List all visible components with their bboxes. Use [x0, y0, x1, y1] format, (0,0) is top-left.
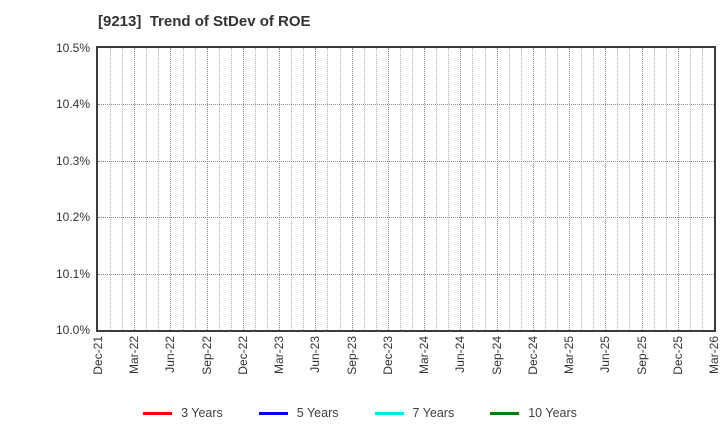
gridline-vertical — [508, 48, 510, 330]
gridline-vertical — [110, 48, 112, 330]
y-tick-label: 10.2% — [55, 210, 90, 225]
gridline-vertical — [581, 48, 583, 330]
x-tick-label: Mar-25 — [562, 336, 577, 375]
gridline-vertical — [641, 48, 643, 330]
legend-line-icon — [490, 411, 520, 415]
gridline-vertical — [544, 48, 546, 330]
x-tick-label: Dec-22 — [235, 336, 250, 375]
gridline-vertical — [194, 48, 196, 330]
gridline-vertical — [279, 48, 281, 330]
x-tick-label: Jun-25 — [598, 336, 613, 373]
gridline-vertical — [448, 48, 450, 330]
gridline-vertical — [363, 48, 365, 330]
y-tick-label: 10.3% — [55, 153, 90, 168]
gridline-vertical — [242, 48, 244, 330]
gridline-vertical — [351, 48, 353, 330]
gridline-vertical — [387, 48, 389, 330]
gridline-vertical — [146, 48, 148, 330]
gridline-vertical — [605, 48, 607, 330]
gridline-vertical — [255, 48, 257, 330]
gridline-vertical — [122, 48, 124, 330]
x-tick-label: Sep-22 — [199, 336, 214, 375]
legend-line-icon — [258, 411, 288, 415]
y-tick-label: 10.0% — [55, 323, 90, 337]
x-tick-label: Mar-24 — [417, 336, 432, 375]
gridline-vertical — [689, 48, 691, 330]
gridline-vertical — [593, 48, 595, 330]
legend: 3 Years 5 Years 7 Years 10 Years — [0, 399, 720, 427]
gridline-vertical — [218, 48, 220, 330]
gridline-vertical — [291, 48, 293, 330]
gridline-vertical — [315, 48, 317, 330]
legend-label: 3 Years — [181, 406, 223, 420]
x-tick-label: Dec-24 — [525, 336, 540, 375]
gridline-vertical — [653, 48, 655, 330]
gridline-horizontal — [98, 104, 714, 106]
gridline-vertical — [303, 48, 305, 330]
gridline-vertical — [182, 48, 184, 330]
gridline-vertical — [339, 48, 341, 330]
gridline-vertical — [520, 48, 522, 330]
gridline-vertical — [484, 48, 486, 330]
gridline-vertical — [496, 48, 498, 330]
gridline-vertical — [617, 48, 619, 330]
gridline-vertical — [158, 48, 160, 330]
x-tick-label: Jun-22 — [163, 336, 178, 373]
x-tick-label: Mar-23 — [272, 336, 287, 375]
x-tick-label: Sep-25 — [634, 336, 649, 375]
gridline-vertical — [629, 48, 631, 330]
x-tick-label: Jun-23 — [308, 336, 323, 373]
x-tick-label: Dec-21 — [91, 336, 105, 375]
legend-label: 7 Years — [412, 406, 455, 420]
gridline-vertical — [701, 48, 703, 330]
chart-title: [9213] Trend of StDev of ROE — [98, 13, 311, 30]
x-tick-label: Mar-22 — [127, 336, 142, 375]
legend-item-7-years: 7 Years — [374, 406, 455, 420]
plot-area — [96, 46, 716, 332]
gridline-horizontal — [98, 160, 714, 162]
y-tick-label: 10.5% — [55, 41, 90, 55]
gridline-vertical — [230, 48, 232, 330]
gridline-vertical — [460, 48, 462, 330]
gridline-vertical — [134, 48, 136, 330]
x-tick-label: Mar-26 — [707, 336, 720, 375]
x-tick-label: Dec-25 — [670, 336, 685, 375]
gridline-horizontal — [98, 273, 714, 275]
gridline-vertical — [170, 48, 172, 330]
gridline-vertical — [677, 48, 679, 330]
x-tick-label: Sep-23 — [344, 336, 359, 375]
gridline-vertical — [472, 48, 474, 330]
x-tick-label: Sep-24 — [489, 336, 504, 375]
legend-item-10-years: 10 Years — [490, 406, 577, 420]
gridline-vertical — [327, 48, 329, 330]
x-tick-label: Dec-23 — [380, 336, 395, 375]
x-tick-label: Jun-24 — [453, 336, 468, 373]
gridline-vertical — [569, 48, 571, 330]
legend-label: 10 Years — [528, 406, 577, 420]
gridline-vertical — [436, 48, 438, 330]
legend-line-icon — [143, 411, 173, 415]
gridline-vertical — [206, 48, 208, 330]
y-tick-label: 10.4% — [55, 97, 90, 112]
gridline-vertical — [532, 48, 534, 330]
x-axis-labels: Dec-21 Mar-22 Jun-22 Sep-22 Dec-22 Mar-23 Jun-… — [91, 336, 720, 400]
legend-item-5-years: 5 Years — [258, 406, 339, 420]
gridline-vertical — [556, 48, 558, 330]
gridline-vertical — [424, 48, 426, 330]
gridline-vertical — [267, 48, 269, 330]
legend-line-icon — [374, 411, 404, 415]
gridline-vertical — [412, 48, 414, 330]
y-tick-label: 10.1% — [55, 266, 90, 281]
gridline-horizontal — [98, 217, 714, 219]
gridline-vertical — [665, 48, 667, 330]
legend-item-3-years: 3 Years — [143, 406, 223, 420]
gridline-vertical — [399, 48, 401, 330]
gridline-vertical — [375, 48, 377, 330]
y-axis-labels: 10.0% 10.1% 10.2% 10.3% 10.4% 10.5% — [0, 41, 90, 337]
legend-label: 5 Years — [296, 406, 339, 420]
